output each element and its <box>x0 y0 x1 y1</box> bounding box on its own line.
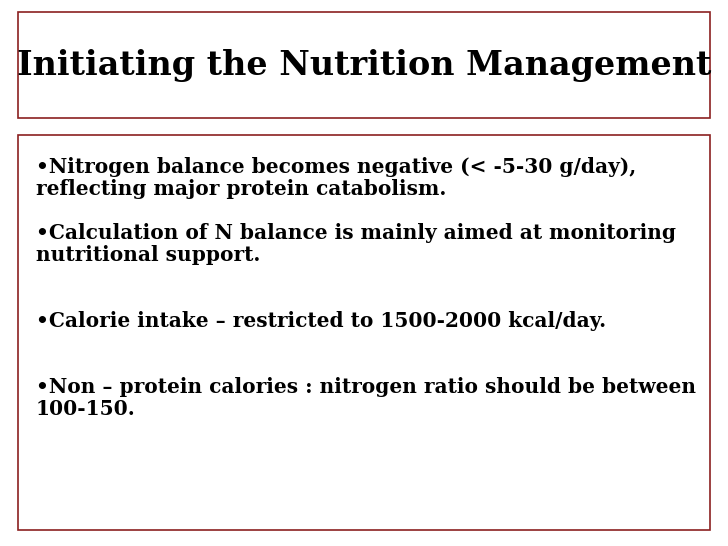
Text: •Calorie intake – restricted to 1500-2000 kcal/day.: •Calorie intake – restricted to 1500-200… <box>36 311 606 331</box>
Bar <box>18 12 710 118</box>
Text: •Non – protein calories : nitrogen ratio should be between: •Non – protein calories : nitrogen ratio… <box>36 377 696 397</box>
Text: 100-150.: 100-150. <box>36 399 135 419</box>
Text: Initiating the Nutrition Management: Initiating the Nutrition Management <box>17 49 711 81</box>
Text: nutritional support.: nutritional support. <box>36 245 261 265</box>
Bar <box>18 135 710 530</box>
Text: reflecting major protein catabolism.: reflecting major protein catabolism. <box>36 179 446 199</box>
Text: •Nitrogen balance becomes negative (< -5-30 g/day),: •Nitrogen balance becomes negative (< -5… <box>36 157 636 177</box>
Text: •Calculation of N balance is mainly aimed at monitoring: •Calculation of N balance is mainly aime… <box>36 223 676 243</box>
